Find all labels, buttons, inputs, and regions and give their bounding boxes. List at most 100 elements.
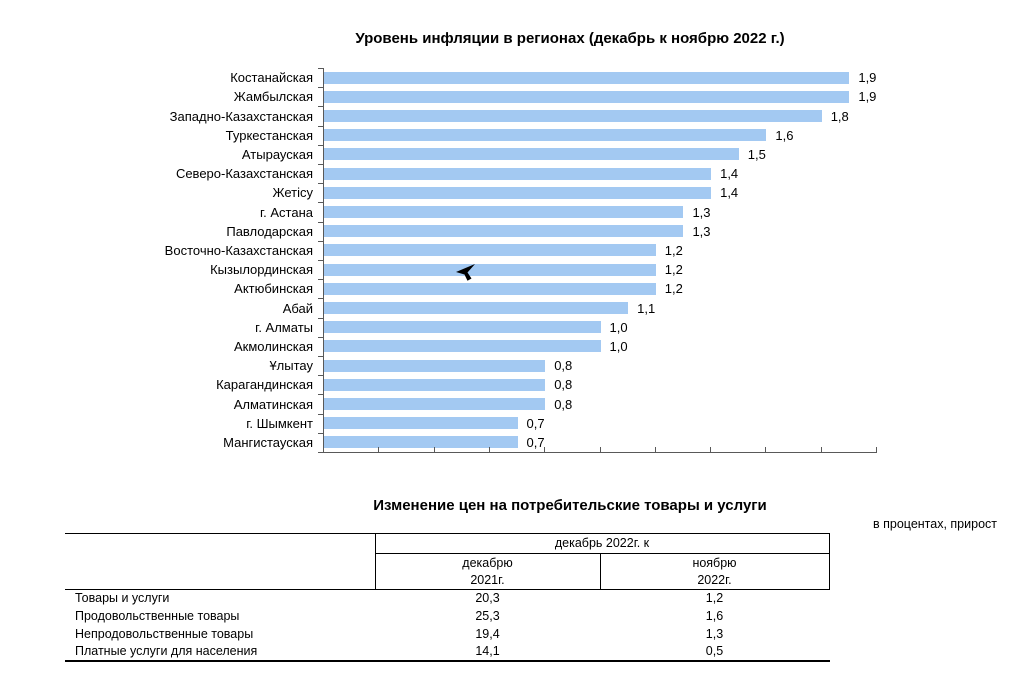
header-left-border (375, 533, 376, 589)
bar (324, 71, 850, 84)
category-axis-tick (318, 183, 323, 185)
category-label: г. Астана (260, 204, 313, 220)
value-label: 1,0 (609, 338, 628, 354)
table-bottom-border (65, 660, 830, 662)
column-header-dec2021: декабрю 2021г. (375, 555, 600, 589)
value-label: 0,7 (526, 434, 545, 450)
category-axis-tick (318, 298, 323, 300)
category-label: Туркестанская (225, 127, 313, 143)
table-row: Товары и услуги 20,3 1,2 (65, 590, 830, 608)
value-label: 1,5 (747, 146, 766, 162)
table-top-border (65, 533, 830, 534)
category-axis-tick (318, 106, 323, 108)
bar (324, 167, 712, 180)
bar (324, 282, 656, 295)
bar (324, 263, 656, 276)
value-label: 1,2 (664, 262, 683, 278)
category-axis-tick (318, 87, 323, 89)
bar (324, 340, 601, 353)
row-label: Продовольственные товары (75, 608, 240, 623)
value-label: 1,9 (858, 70, 877, 86)
value-axis-tick (876, 447, 877, 452)
value-label: 1,3 (692, 223, 711, 239)
group-header-underline (375, 553, 830, 554)
table-title: Изменение цен на потребительские товары … (373, 497, 767, 514)
category-label: Жамбылская (233, 89, 313, 105)
category-label: Жетісу (272, 185, 314, 201)
row-value-dec2021: 19,4 (475, 626, 500, 641)
value-label: 0,8 (554, 377, 573, 393)
category-label: Костанайская (230, 70, 313, 86)
category-axis-tick (318, 144, 323, 146)
row-value-dec2021: 25,3 (475, 608, 500, 623)
header-right-border (829, 533, 830, 589)
category-axis-tick (318, 356, 323, 357)
category-axis-tick (318, 279, 323, 281)
category-axis-tick (318, 394, 323, 396)
category-axis-tick (318, 413, 323, 415)
value-axis-tick (323, 447, 324, 452)
row-label: Непродовольственные товары (75, 626, 254, 641)
category-axis-tick (318, 164, 323, 165)
category-label: Атырауская (241, 146, 313, 162)
value-label: 1,3 (692, 204, 711, 220)
value-label: 1,8 (830, 108, 849, 124)
bar (324, 148, 739, 161)
value-axis-tick (599, 447, 601, 452)
category-axis-tick (318, 221, 323, 223)
row-label: Товары и услуги (75, 591, 170, 605)
table-group-header: декабрь 2022г. к (554, 536, 650, 550)
bar (324, 378, 546, 391)
category-label: Восточно-Казахстанская (164, 242, 313, 258)
bar (324, 186, 712, 199)
category-axis-tick (318, 260, 323, 261)
value-axis-tick (378, 447, 380, 452)
value-axis-tick (488, 447, 490, 452)
header-middle-border (600, 553, 601, 589)
table-row: Продовольственные товары 25,3 1,6 (65, 608, 830, 626)
row-value-nov2022: 1,6 (705, 608, 724, 623)
category-axis-tick (318, 452, 323, 453)
row-value-dec2021: 20,3 (475, 591, 500, 605)
category-label: Абай (282, 300, 313, 316)
bar (324, 110, 822, 122)
row-value-nov2022: 1,2 (705, 591, 724, 605)
table-body: Товары и услуги 20,3 1,2 Продовольственн… (65, 590, 830, 661)
category-label: Северо-Казахстанская (175, 166, 313, 182)
category-axis-tick (318, 202, 323, 204)
value-axis-tick (820, 447, 822, 452)
mouse-cursor-icon (456, 264, 475, 281)
category-label: Акмолинская (233, 338, 313, 354)
bar (324, 244, 656, 257)
table-row: Платные услуги для населения 14,1 0,5 (65, 643, 830, 661)
column-header-line: 2022г. (697, 573, 732, 587)
value-axis-tick (710, 447, 712, 452)
bar (324, 225, 684, 238)
value-axis-tick (544, 447, 546, 452)
bar (324, 206, 684, 218)
bar (324, 359, 546, 372)
value-label: 1,2 (664, 281, 683, 297)
header-body-divider (65, 589, 830, 590)
row-value-dec2021: 14,1 (475, 644, 500, 659)
category-axis-tick (318, 336, 323, 338)
bar (324, 321, 601, 334)
value-axis-tick (433, 447, 435, 452)
category-label: Мангистауская (223, 434, 313, 450)
category-label: Актюбинская (234, 281, 313, 297)
value-label: 1,9 (858, 89, 877, 105)
table-row: Непродовольственные товары 19,4 1,3 (65, 626, 830, 644)
category-axis-tick (318, 317, 323, 319)
value-label: 1,1 (637, 300, 656, 316)
chart-title: Уровень инфляции в регионах (декабрь к н… (355, 30, 785, 47)
category-label: Алматинская (233, 396, 313, 412)
category-axis-tick (318, 432, 323, 434)
value-axis-tick (654, 447, 656, 452)
category-axis-tick (318, 375, 323, 377)
category-label: Ұлытау (269, 358, 313, 374)
category-axis-tick (318, 125, 323, 127)
value-label: 1,0 (609, 319, 628, 335)
value-axis-tick (765, 447, 767, 452)
category-axis-line (323, 68, 324, 453)
